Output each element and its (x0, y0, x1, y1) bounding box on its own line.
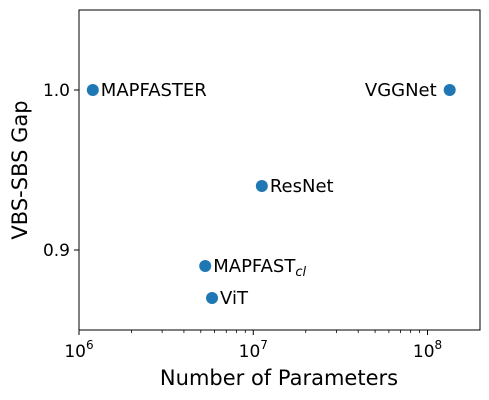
data-point (86, 84, 99, 96)
y-tick-label: 1.0 (43, 81, 70, 101)
plot-marks: MAPFASTER VGGNet ResNet MAPFASTcl ViT (86, 80, 456, 309)
data-point-label: ResNet (270, 176, 334, 197)
y-axis-title: VBS-SBS Gap (8, 100, 32, 239)
data-point (199, 260, 212, 272)
data-point (206, 292, 219, 304)
data-point (443, 84, 456, 96)
data-point-label: MAPFASTcl (213, 256, 306, 280)
x-axis-title: Number of Parameters (160, 366, 398, 390)
data-point-label: VGGNet (365, 80, 437, 101)
y-tick-label: 0.9 (43, 241, 70, 261)
x-tick-label: 106 (64, 338, 93, 362)
plot-frame (78, 9, 481, 331)
data-point-label: MAPFASTER (101, 80, 207, 101)
x-tick-label: 107 (239, 338, 268, 362)
data-point (255, 180, 268, 192)
axis-ticks: 106 107 108 0.9 1.0 (43, 81, 442, 362)
x-tick-label: 108 (413, 338, 442, 362)
data-point-label: ViT (220, 288, 249, 309)
